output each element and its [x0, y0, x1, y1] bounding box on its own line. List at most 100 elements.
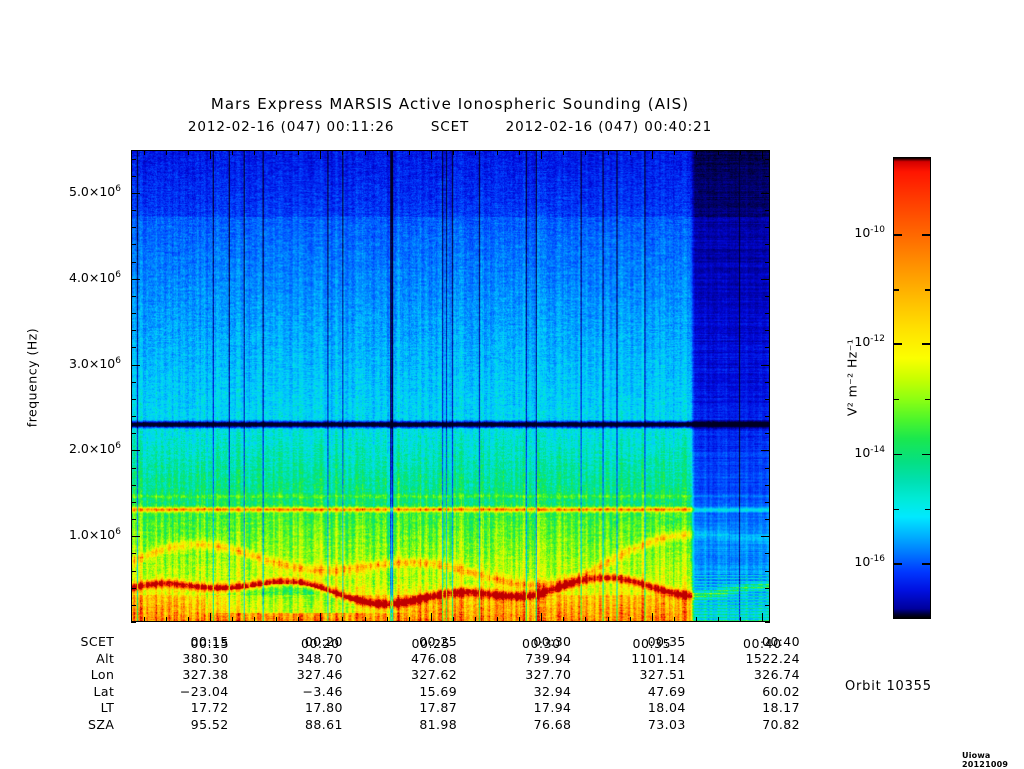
x-axis-tick: [408, 150, 410, 155]
y-axis-tick: [131, 484, 136, 486]
x-axis-tick-label: 00:40: [743, 636, 782, 651]
x-axis-tick: [695, 150, 697, 155]
x-axis-tick-label: 00:15: [190, 636, 230, 651]
y-axis-tick: [765, 484, 770, 486]
table-cell: 327.70: [525, 667, 572, 682]
x-axis-tick: [563, 150, 565, 155]
x-axis-tick: [519, 150, 521, 155]
title-subtitle: 2012-02-16 (047) 00:11:26 SCET 2012-02-1…: [0, 119, 900, 135]
colorbar-tick: [922, 343, 931, 345]
y-axis-tick: [765, 622, 770, 623]
colorbar-tick: [922, 453, 931, 456]
table-row: LT 17.72 17.80 17.87 17.94 18.04 18.17: [0, 700, 800, 717]
y-axis-tick: [131, 587, 136, 589]
colorbar-tick-label: 10-14: [854, 444, 885, 460]
table-cell: 327.51: [639, 667, 686, 682]
table-cell: 76.68: [533, 716, 572, 732]
table-row-label: SCET: [80, 634, 115, 649]
x-axis-tick: [673, 150, 675, 155]
y-axis-tick: [765, 158, 770, 160]
y-axis-tick: [131, 192, 140, 194]
x-axis-tick: [187, 150, 189, 155]
y-axis-tick: [131, 227, 136, 229]
x-axis-tick: [386, 617, 388, 622]
y-axis-tick: [131, 347, 136, 349]
x-axis-tick: [342, 150, 344, 155]
table-row-label: Lon: [90, 667, 115, 682]
table-cell: 327.38: [182, 667, 229, 682]
table-cell: −23.04: [179, 683, 229, 699]
x-axis-tick: [651, 150, 653, 159]
start-time-label: 2012-02-16 (047) 00:11:26: [187, 119, 395, 135]
y-axis-tick: [765, 501, 770, 503]
x-axis-tick: [585, 150, 587, 155]
x-axis-tick: [629, 617, 631, 622]
x-axis-tick: [563, 617, 565, 622]
x-axis-tick: [276, 150, 278, 155]
x-axis-tick: [585, 617, 587, 622]
x-axis-tick: [607, 150, 609, 155]
y-axis-tick: [131, 278, 140, 280]
x-axis-tick: [718, 617, 720, 622]
y-axis-tick: [131, 261, 136, 263]
x-axis-tick: [762, 150, 764, 159]
colorbar-tick: [893, 398, 899, 401]
y-axis-tick: [131, 519, 136, 521]
table-cell: 00:35: [647, 634, 686, 649]
colorbar-tick: [893, 563, 902, 565]
x-axis-tick: [386, 150, 388, 155]
table-row-label: SZA: [88, 716, 115, 732]
x-axis-tick-label: 00:25: [411, 636, 451, 651]
y-axis-tick: [765, 398, 770, 400]
spectrogram-plot[interactable]: [131, 150, 770, 622]
y-axis-tick: [765, 381, 770, 383]
colorbar-tick: [925, 508, 931, 511]
table-cell: 60.02: [762, 683, 800, 699]
y-axis-tick: [761, 450, 770, 452]
y-axis-tick-label: 1.0×106: [69, 527, 121, 543]
x-axis-tick: [695, 617, 697, 622]
y-axis-tick: [131, 175, 136, 177]
orbit-label: Orbit 10355: [845, 679, 932, 694]
y-axis-tick: [131, 244, 136, 246]
y-axis-tick: [761, 278, 770, 280]
x-axis-tick: [651, 613, 653, 622]
table-cell: 00:15: [190, 634, 229, 649]
y-axis-tick-label: 5.0×106: [69, 183, 121, 200]
y-axis-tick-label: 3.0×106: [69, 355, 121, 371]
table-cell: 17.94: [533, 700, 572, 715]
y-axis-tick: [765, 570, 770, 572]
table-cell: 18.04: [647, 700, 686, 715]
table-row: SCET 00:15 00:20 00:25 00:30 00:35 00:40: [0, 634, 800, 651]
y-axis-tick: [131, 604, 136, 606]
colorbar[interactable]: [893, 157, 931, 619]
y-axis-tick-label: 4.0×106: [69, 269, 121, 285]
x-axis-tick: [430, 150, 432, 159]
table-cell: 00:40: [761, 634, 800, 649]
y-axis-tick: [765, 261, 770, 263]
x-axis-tick: [165, 617, 167, 622]
y-axis-tick: [131, 416, 136, 418]
y-axis-tick: [131, 553, 136, 555]
x-axis-tick: [474, 617, 476, 622]
y-axis-tick: [761, 364, 770, 366]
y-axis-tick: [131, 570, 136, 572]
table-cell: 00:30: [533, 634, 572, 649]
x-axis-tick: [254, 617, 255, 622]
table-cell: 15.69: [419, 683, 458, 699]
x-axis-tick: [452, 617, 454, 622]
colorbar-tick: [893, 508, 899, 511]
table-cell: 739.94: [525, 650, 572, 666]
colorbar-tick-label: 10-10: [854, 225, 885, 241]
table-row-label: LT: [100, 700, 115, 715]
y-axis-tick: [765, 313, 770, 315]
y-axis-tick: [765, 295, 770, 297]
stop-time-label: 2012-02-16 (047) 00:40:21: [505, 119, 713, 135]
x-axis-tick: [430, 613, 432, 622]
table-cell: 88.61: [305, 716, 343, 732]
table-cell: 47.69: [647, 683, 686, 699]
table-row: Lon 327.38 327.46 327.62 327.70 327.51 326.74: [0, 667, 800, 684]
y-axis-tick-label: 2.0×106: [69, 441, 121, 457]
x-axis-tick: [320, 613, 322, 622]
x-axis-tick: [629, 150, 631, 155]
